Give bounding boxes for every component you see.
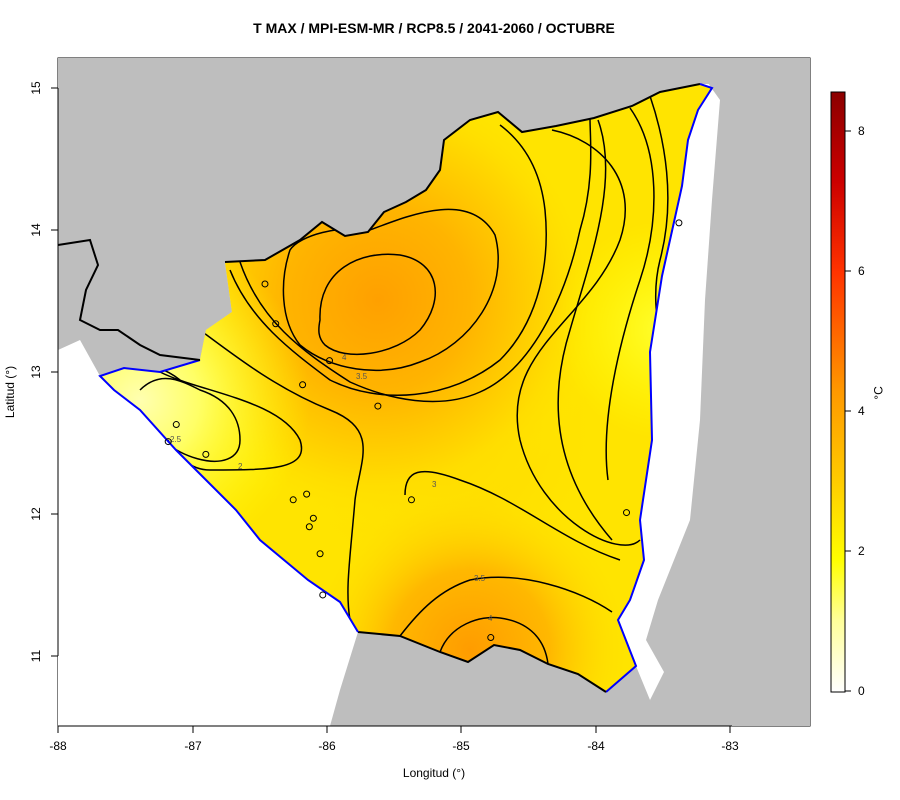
y-tick-label: 15 [29, 81, 43, 95]
colorbar-ticks [845, 130, 851, 692]
y-tick-label: 11 [29, 649, 43, 662]
y-tick-label: 13 [29, 365, 43, 379]
y-tick-label: 12 [29, 507, 43, 521]
chart-title: T MAX / MPI-ESM-MR / RCP8.5 / 2041-2060 … [253, 20, 615, 36]
colorbar-tick-label: 2 [858, 544, 865, 558]
station-marker [325, 357, 333, 365]
colorbar-tick-label: 6 [858, 264, 865, 278]
x-tick-label: -83 [721, 739, 739, 753]
caribbean-coast [605, 83, 714, 693]
station-marker [299, 381, 307, 389]
x-tick-label: -85 [452, 739, 470, 753]
station-marker [289, 496, 297, 504]
station-markers [164, 219, 683, 642]
caribbean-region [646, 58, 810, 726]
station-marker [319, 591, 327, 599]
station-marker [164, 438, 172, 446]
colorbar-tick-label: 8 [858, 124, 865, 138]
x-axis-label: Longitud (°) [402, 766, 466, 780]
honduras-border [224, 83, 701, 263]
costa-rica-border [357, 631, 607, 693]
station-marker [374, 402, 382, 410]
x-axis [57, 725, 732, 733]
station-marker [675, 219, 683, 227]
y-tick-label: 14 [29, 223, 43, 237]
contour-label: 4 [342, 353, 347, 362]
station-marker [309, 514, 317, 522]
station-marker [261, 280, 269, 288]
contour-label: 2 [238, 462, 243, 471]
pacific-coast [98, 359, 359, 633]
station-marker [202, 450, 210, 458]
station-marker [305, 523, 313, 531]
x-tick-label: -84 [587, 739, 605, 753]
contour-labels: 4 3.5 2.5 2 3 3.5 4 [170, 353, 493, 623]
colorbar-tick-label: 0 [858, 684, 865, 698]
contour-label: 3.5 [474, 574, 486, 583]
x-tick-label: -88 [49, 739, 67, 753]
contour-label: 4 [488, 614, 493, 623]
station-marker [407, 496, 415, 504]
colorbar [830, 91, 846, 693]
contour-label: 3 [432, 480, 437, 489]
costa-rica-land [300, 632, 668, 726]
colorbar-unit: °C [871, 386, 886, 400]
station-marker [272, 320, 280, 328]
contour-label: 2.5 [170, 435, 182, 444]
northwest-border [57, 238, 201, 361]
station-marker [487, 634, 495, 642]
colorbar-tick-label: 4 [858, 404, 865, 418]
honduras-land [58, 58, 810, 376]
station-marker [316, 550, 324, 558]
station-marker [172, 421, 180, 429]
x-tick-label: -86 [318, 739, 336, 753]
station-marker [623, 509, 631, 517]
x-tick-label: -87 [184, 739, 202, 753]
y-axis [51, 87, 59, 657]
station-marker [303, 490, 311, 498]
contour-label: 3.5 [356, 372, 368, 381]
y-axis-label: Latitud (°) [3, 365, 17, 419]
